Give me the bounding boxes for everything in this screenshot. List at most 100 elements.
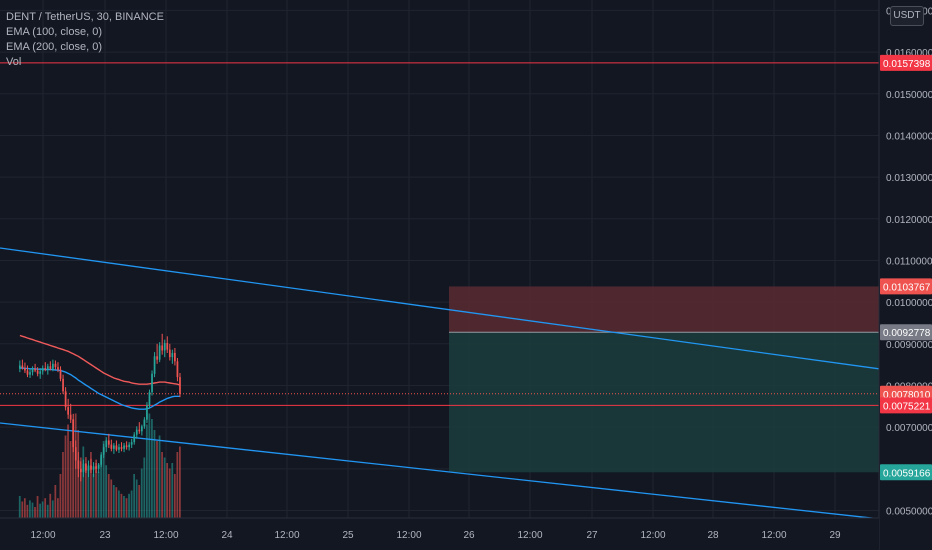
- volume-bar: [21, 501, 24, 518]
- time-tick-label: 24: [221, 530, 233, 541]
- candle-body: [135, 429, 138, 435]
- volume-bar: [44, 498, 47, 518]
- volume-bar: [151, 419, 153, 518]
- volume-bar: [125, 498, 128, 518]
- volume-bar: [79, 457, 82, 518]
- price-tick-label: 0.0130000: [886, 173, 932, 184]
- ema200-line: [19, 334, 181, 386]
- candle-body: [95, 466, 97, 469]
- price-label-bg: [880, 278, 932, 295]
- candle-body: [102, 447, 105, 455]
- price-tick-label: 0.0160000: [886, 48, 932, 59]
- candle-body: [34, 368, 36, 371]
- time-tick-label: 23: [99, 530, 111, 541]
- time-tick-label: 12:00: [396, 530, 421, 541]
- candle-body: [148, 392, 151, 406]
- candle-body: [69, 414, 72, 420]
- candle-body: [128, 444, 131, 448]
- ema100-legend[interactable]: EMA (100, close, 0): [6, 26, 102, 38]
- volume-bar: [100, 457, 102, 518]
- price-label-bg: [880, 397, 932, 414]
- candle-body: [107, 440, 110, 445]
- candle-body: [156, 356, 158, 360]
- candle-body: [168, 349, 171, 358]
- time-tick-label: 12:00: [30, 530, 55, 541]
- candle-body: [151, 373, 153, 393]
- time-tick-label: 29: [829, 530, 841, 541]
- volume-bar: [82, 446, 85, 518]
- volume-bar: [31, 502, 34, 518]
- stop-loss-zone: [449, 286, 879, 333]
- candle-body: [115, 445, 118, 450]
- candle-body: [153, 356, 156, 374]
- volume-bar: [176, 452, 179, 518]
- candle-body: [85, 463, 87, 471]
- price-label: 0.0059166: [883, 468, 931, 479]
- time-tick-label: 25: [342, 530, 354, 541]
- time-tick-label: 27: [586, 530, 598, 541]
- price-axis: [879, 0, 932, 550]
- volume-bar: [156, 441, 158, 518]
- symbol-title[interactable]: DENT / TetherUS, 30, BINANCE: [6, 11, 164, 23]
- volume-bar: [138, 485, 141, 518]
- time-tick-label: 12:00: [274, 530, 299, 541]
- currency-selector[interactable]: USDT: [890, 6, 924, 26]
- candle-body: [123, 445, 125, 449]
- time-axis: [0, 518, 879, 550]
- candle-body: [87, 465, 90, 471]
- candle-body: [146, 405, 148, 420]
- volume-bar: [145, 424, 148, 518]
- volume-bar: [34, 507, 36, 518]
- candle-body: [52, 363, 54, 369]
- price-tick-label: 0.0110000: [886, 256, 932, 267]
- volume-bar: [64, 435, 67, 518]
- volume-bar: [92, 474, 95, 518]
- time-tick-label: 12:00: [640, 530, 665, 541]
- candle-body: [72, 419, 75, 448]
- candle-body: [54, 363, 57, 368]
- candle-body: [133, 434, 136, 443]
- volume-bar: [97, 471, 100, 518]
- volume-bar: [130, 490, 133, 518]
- candle-body: [179, 377, 181, 394]
- candle-body: [100, 454, 103, 465]
- candle-body: [97, 464, 100, 469]
- time-tick-label: 12:00: [153, 530, 178, 541]
- candle-body: [26, 370, 29, 375]
- price-label-bg: [880, 54, 932, 71]
- candle-body: [46, 366, 49, 370]
- candle-body: [41, 367, 44, 372]
- volume-bar: [158, 435, 161, 518]
- volume-bar: [173, 474, 176, 518]
- price-tick-label: 0.0120000: [886, 215, 932, 226]
- candle-body: [36, 370, 39, 374]
- candle-body: [171, 352, 174, 358]
- candle-body: [176, 361, 179, 378]
- volume-bar: [110, 479, 113, 518]
- volume-bar: [84, 463, 87, 518]
- price-label-bg: [880, 324, 932, 341]
- candle-body: [31, 368, 34, 373]
- volume-bar: [69, 441, 72, 518]
- price-label: 0.0157398: [883, 59, 931, 70]
- volume-bar: [153, 430, 156, 518]
- candle-body: [166, 342, 169, 350]
- volume-bar: [72, 419, 74, 518]
- volume-bar: [36, 496, 39, 518]
- ema100-line: [19, 367, 180, 410]
- volume-bar: [102, 441, 105, 518]
- candle-body: [77, 460, 80, 469]
- candle-body: [113, 445, 115, 449]
- candle-body: [82, 463, 85, 473]
- volume-legend[interactable]: Vol: [6, 56, 22, 68]
- price-label: 0.0103767: [883, 282, 931, 293]
- volume-bar: [168, 468, 171, 518]
- volume-bar: [67, 424, 69, 518]
- time-tick-label: 12:00: [517, 530, 542, 541]
- candle-body: [59, 369, 62, 379]
- volume-bar: [18, 496, 21, 518]
- candle-body: [79, 468, 82, 473]
- volume-bar: [123, 496, 125, 518]
- ema200-legend[interactable]: EMA (200, close, 0): [6, 41, 102, 53]
